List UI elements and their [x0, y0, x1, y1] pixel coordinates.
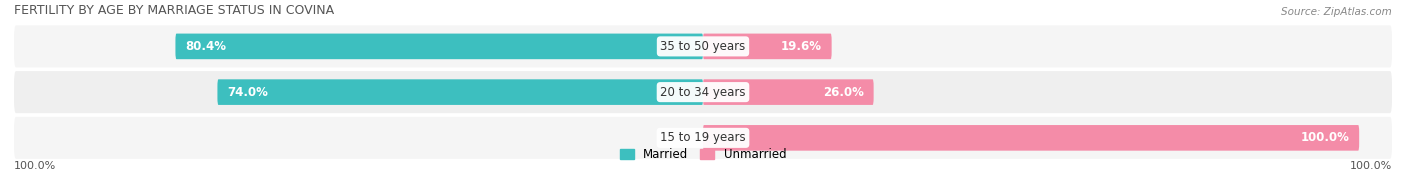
Text: 20 to 34 years: 20 to 34 years — [661, 86, 745, 99]
Text: 74.0%: 74.0% — [228, 86, 269, 99]
Text: 19.6%: 19.6% — [780, 40, 821, 53]
Text: FERTILITY BY AGE BY MARRIAGE STATUS IN COVINA: FERTILITY BY AGE BY MARRIAGE STATUS IN C… — [14, 4, 335, 17]
Legend: Married, Unmarried: Married, Unmarried — [614, 143, 792, 166]
FancyBboxPatch shape — [14, 71, 1392, 113]
Text: 100.0%: 100.0% — [1350, 161, 1392, 171]
Text: 26.0%: 26.0% — [823, 86, 863, 99]
Text: 100.0%: 100.0% — [14, 161, 56, 171]
FancyBboxPatch shape — [176, 34, 703, 59]
Text: 80.4%: 80.4% — [186, 40, 226, 53]
Text: 15 to 19 years: 15 to 19 years — [661, 131, 745, 144]
Text: 35 to 50 years: 35 to 50 years — [661, 40, 745, 53]
FancyBboxPatch shape — [703, 34, 831, 59]
Text: Source: ZipAtlas.com: Source: ZipAtlas.com — [1281, 7, 1392, 17]
FancyBboxPatch shape — [703, 125, 1360, 151]
Text: 100.0%: 100.0% — [1301, 131, 1350, 144]
FancyBboxPatch shape — [14, 117, 1392, 159]
FancyBboxPatch shape — [14, 25, 1392, 67]
FancyBboxPatch shape — [703, 79, 873, 105]
FancyBboxPatch shape — [218, 79, 703, 105]
